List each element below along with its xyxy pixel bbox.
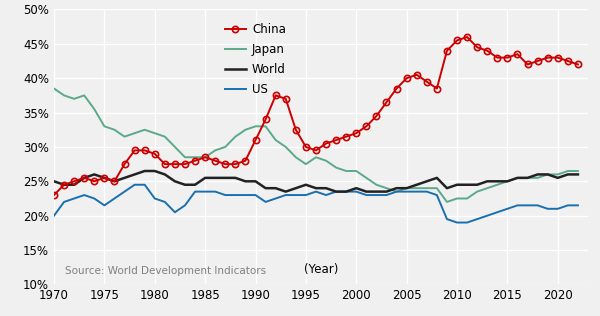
Text: Source: World Development Indicators: Source: World Development Indicators (65, 266, 266, 276)
China (353, 131, 360, 135)
China (50, 193, 58, 197)
Japan (574, 169, 581, 173)
China (363, 125, 370, 128)
Line: China: China (51, 34, 581, 198)
Line: US: US (54, 185, 578, 222)
US (363, 193, 370, 197)
Japan (353, 169, 360, 173)
China (463, 35, 470, 39)
China (524, 63, 531, 66)
Japan (191, 155, 199, 159)
Line: World: World (54, 171, 578, 191)
Japan (524, 176, 531, 180)
China (454, 39, 461, 42)
Japan (363, 176, 370, 180)
China (574, 63, 581, 66)
Japan (383, 186, 390, 190)
Text: (Year): (Year) (304, 263, 338, 276)
US (202, 190, 209, 193)
World (202, 176, 209, 180)
Line: Japan: Japan (54, 88, 578, 202)
World (413, 183, 421, 187)
World (383, 190, 390, 193)
World (282, 190, 289, 193)
China (191, 159, 199, 162)
US (403, 190, 410, 193)
US (574, 204, 581, 207)
Japan (50, 87, 58, 90)
US (473, 217, 481, 221)
World (373, 190, 380, 193)
World (403, 186, 410, 190)
World (50, 179, 58, 183)
World (473, 183, 481, 187)
US (373, 193, 380, 197)
Japan (463, 197, 470, 200)
World (141, 169, 148, 173)
World (574, 173, 581, 176)
US (131, 183, 138, 187)
Japan (443, 200, 451, 204)
US (50, 214, 58, 218)
Legend: China, Japan, World, US: China, Japan, World, US (220, 18, 290, 101)
US (393, 190, 400, 193)
US (454, 221, 461, 224)
China (383, 100, 390, 104)
